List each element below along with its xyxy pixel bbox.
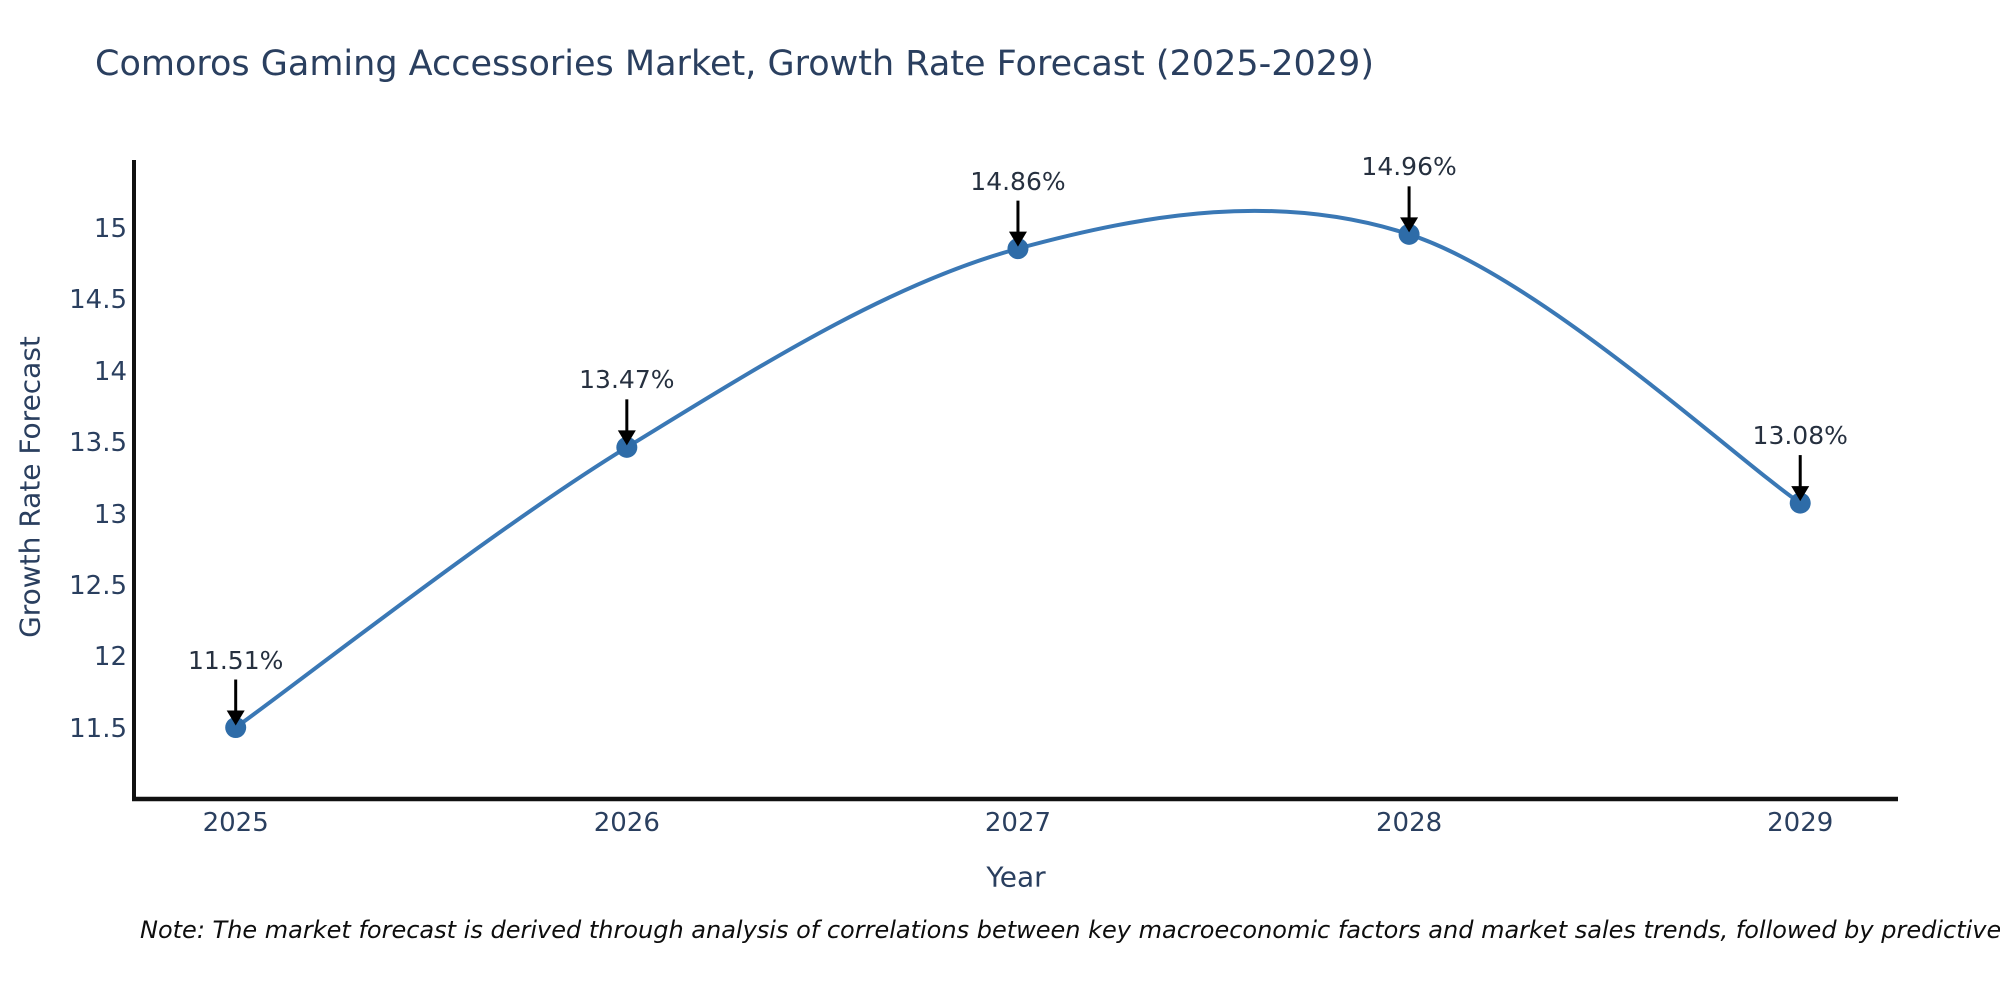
y-tick-label: 11.5 bbox=[69, 713, 127, 744]
annotation-arrowhead bbox=[1400, 217, 1419, 233]
y-tick-label: 13.5 bbox=[69, 428, 127, 459]
point-annotation: 11.51% bbox=[188, 645, 284, 675]
x-tick-label: 2026 bbox=[593, 808, 660, 838]
x-axis-title: Year bbox=[986, 860, 1046, 894]
y-axis-title: Growth Rate Forecast bbox=[13, 336, 47, 638]
y-tick-label: 13 bbox=[93, 499, 127, 530]
y-tick-label: 14 bbox=[93, 356, 127, 387]
data-point-2029[interactable] bbox=[1789, 492, 1811, 514]
y-tick-label: 12 bbox=[93, 642, 127, 673]
data-point-2025[interactable] bbox=[225, 717, 247, 739]
data-point-2027[interactable] bbox=[1007, 238, 1029, 260]
footnote: Note: The market forecast is derived thr… bbox=[140, 916, 2000, 944]
point-annotation: 14.86% bbox=[970, 166, 1066, 196]
point-annotation: 13.47% bbox=[579, 365, 675, 395]
annotation-arrowhead bbox=[226, 710, 245, 726]
annotation-arrowhead bbox=[617, 430, 636, 446]
x-tick-label: 2025 bbox=[202, 808, 269, 838]
annotation-arrowhead bbox=[1008, 231, 1027, 247]
annotation-arrowhead bbox=[1791, 486, 1810, 502]
x-tick-label: 2028 bbox=[1375, 808, 1443, 838]
x-tick-label: 2029 bbox=[1767, 808, 1834, 838]
y-tick-label: 12.5 bbox=[69, 571, 127, 601]
point-annotation: 13.08% bbox=[1752, 421, 1848, 451]
data-point-2026[interactable] bbox=[616, 436, 638, 458]
chart-title: Comoros Gaming Accessories Market, Growt… bbox=[95, 44, 1374, 84]
point-annotation: 14.96% bbox=[1361, 152, 1457, 182]
y-tick-label: 14.5 bbox=[69, 285, 127, 316]
y-tick-label: 15 bbox=[93, 213, 127, 244]
forecast-line bbox=[234, 208, 1802, 730]
x-tick-label: 2027 bbox=[984, 808, 1052, 838]
data-point-2028[interactable] bbox=[1398, 223, 1420, 245]
